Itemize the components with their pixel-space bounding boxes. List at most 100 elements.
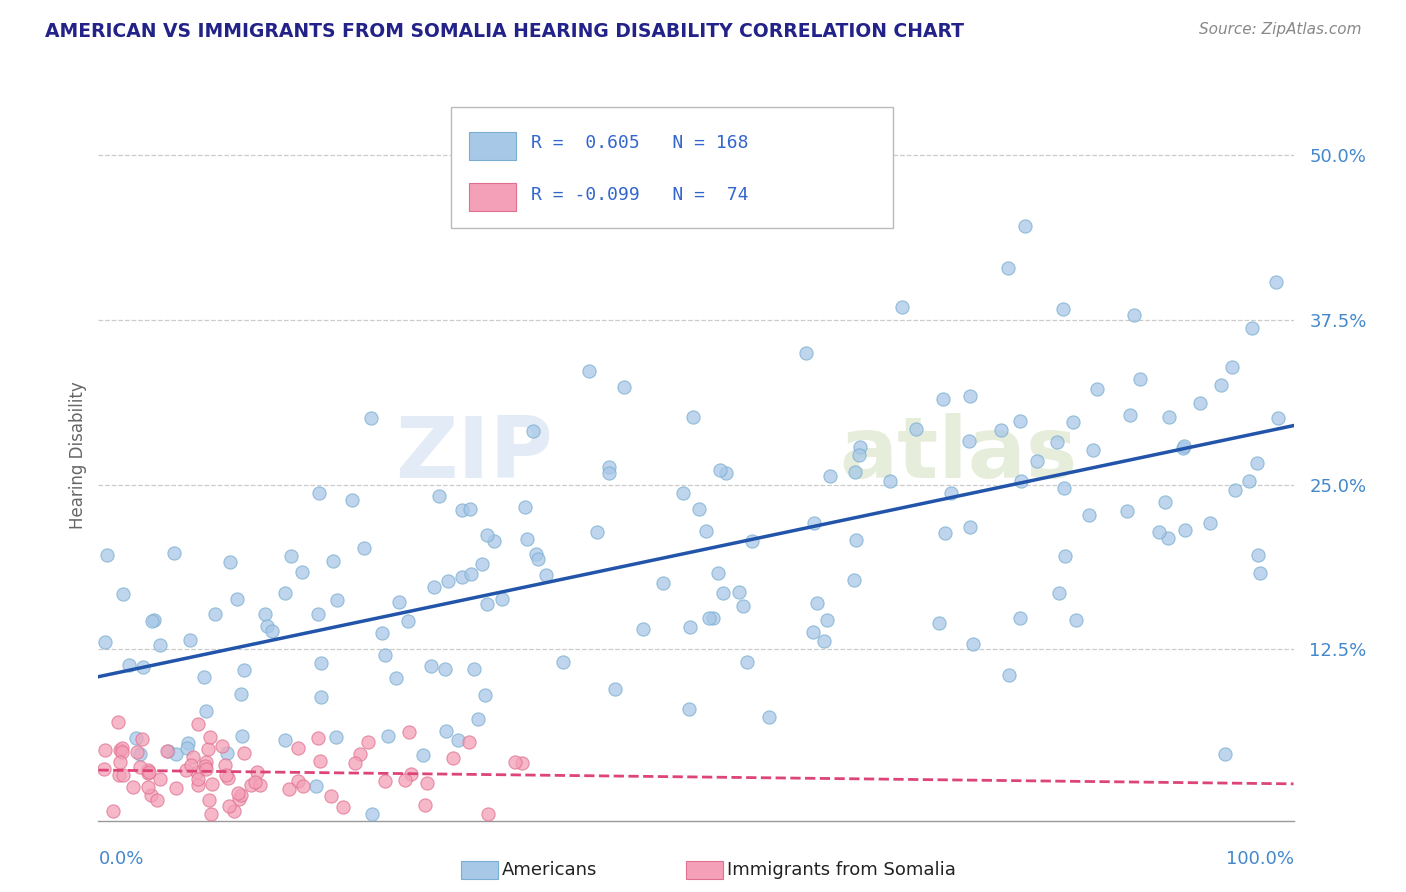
Point <box>217 771 239 785</box>
Point <box>516 533 538 547</box>
Point <box>427 489 450 503</box>
Point <box>934 525 956 540</box>
Point <box>274 733 297 747</box>
Point <box>156 744 179 758</box>
Point <box>471 557 494 571</box>
Point <box>195 755 218 769</box>
Point <box>727 584 749 599</box>
Point <box>534 568 557 582</box>
Point <box>997 260 1019 275</box>
Point <box>231 729 253 743</box>
Point <box>633 623 655 637</box>
Point <box>959 389 981 403</box>
Point <box>1010 611 1032 625</box>
Point <box>818 469 841 483</box>
Point <box>228 786 250 800</box>
Point <box>311 656 333 670</box>
Point <box>1046 435 1069 450</box>
Point <box>319 789 342 803</box>
Point <box>176 741 198 756</box>
Point <box>513 500 536 515</box>
Point <box>1025 454 1047 468</box>
Point <box>136 765 159 780</box>
Point <box>1237 474 1260 488</box>
Point <box>1267 411 1289 425</box>
Point <box>1064 613 1087 627</box>
Point <box>436 724 458 739</box>
Point <box>201 777 224 791</box>
Point <box>672 486 695 500</box>
Point <box>371 626 394 640</box>
Point <box>211 739 233 754</box>
Point <box>613 380 636 394</box>
Point <box>702 611 724 625</box>
Point <box>197 741 219 756</box>
Text: atlas: atlas <box>839 413 1077 497</box>
Point <box>136 780 159 794</box>
Point <box>578 364 600 378</box>
Point <box>1083 442 1105 457</box>
Point <box>1249 566 1271 581</box>
Point <box>1223 483 1246 498</box>
Point <box>340 492 363 507</box>
Point <box>233 746 256 760</box>
Point <box>1159 409 1181 424</box>
Point <box>709 462 731 476</box>
Point <box>598 466 620 480</box>
Point <box>111 741 134 756</box>
Point <box>292 779 315 793</box>
Y-axis label: Hearing Disability: Hearing Disability <box>69 381 87 529</box>
Point <box>187 772 209 786</box>
Point <box>103 804 125 818</box>
Point <box>1154 495 1177 509</box>
Point <box>278 782 301 797</box>
Point <box>260 624 283 638</box>
Point <box>959 520 981 534</box>
Point <box>187 778 209 792</box>
Point <box>1116 503 1139 517</box>
Point <box>1052 301 1074 316</box>
Point <box>181 750 204 764</box>
Point <box>394 773 416 788</box>
Point <box>527 552 550 566</box>
Point <box>96 548 118 562</box>
Point <box>890 300 912 314</box>
Point <box>962 637 984 651</box>
Point <box>491 592 513 607</box>
Text: R = -0.099   N =  74: R = -0.099 N = 74 <box>531 186 748 203</box>
Point <box>1047 586 1070 600</box>
Point <box>307 731 329 745</box>
Point <box>451 570 474 584</box>
Point <box>136 764 159 778</box>
Point <box>503 755 526 769</box>
Point <box>416 776 439 790</box>
Point <box>165 781 187 796</box>
Point <box>1062 415 1084 429</box>
Point <box>218 799 240 814</box>
Point <box>758 710 780 724</box>
Point <box>93 762 115 776</box>
Point <box>1173 439 1195 453</box>
Point <box>131 731 153 746</box>
Point <box>377 729 399 743</box>
Point <box>149 639 172 653</box>
Point <box>813 633 835 648</box>
Point <box>707 566 730 580</box>
Point <box>845 533 868 548</box>
Point <box>256 619 278 633</box>
Point <box>1077 508 1099 522</box>
Point <box>806 596 828 610</box>
Point <box>308 754 330 768</box>
Point <box>458 502 481 516</box>
Point <box>195 762 218 776</box>
Point <box>198 793 221 807</box>
Text: ZIP: ZIP <box>395 413 553 497</box>
FancyBboxPatch shape <box>470 132 516 161</box>
Point <box>228 791 250 805</box>
Point <box>1119 408 1142 422</box>
Point <box>815 613 838 627</box>
Point <box>731 599 754 614</box>
Point <box>305 779 328 793</box>
Text: Immigrants from Somalia: Immigrants from Somalia <box>727 861 956 879</box>
Point <box>441 751 464 765</box>
